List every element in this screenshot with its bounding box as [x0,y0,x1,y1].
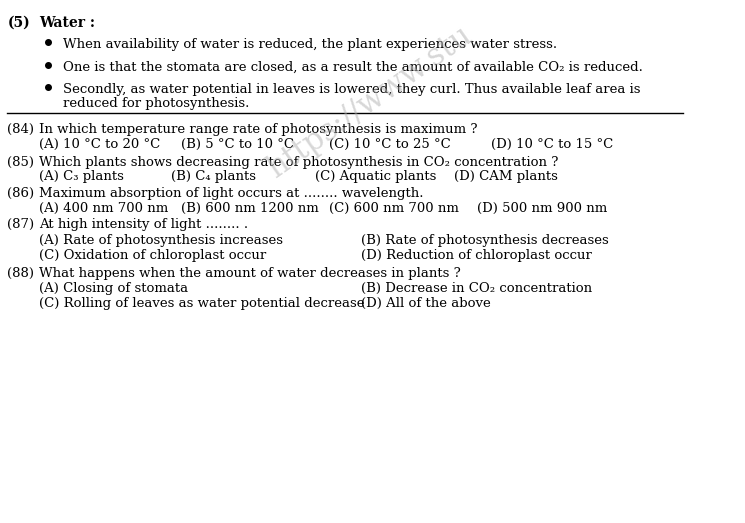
Text: (B) 5 °C to 10 °C: (B) 5 °C to 10 °C [180,138,294,151]
Text: Which plants shows decreasing rate of photosynthesis in CO₂ concentration ?: Which plants shows decreasing rate of ph… [39,156,558,168]
Text: (B) C₄ plants: (B) C₄ plants [171,170,256,184]
Text: Maximum absorption of light occurs at ........ wavelength.: Maximum absorption of light occurs at ..… [39,187,423,200]
Text: (C) 600 nm 700 nm: (C) 600 nm 700 nm [329,202,459,214]
Text: (C) Oxidation of chloroplast occur: (C) Oxidation of chloroplast occur [39,249,266,262]
Text: (88): (88) [7,267,34,280]
Text: (D) All of the above: (D) All of the above [361,297,491,310]
Text: (B) 600 nm 1200 nm: (B) 600 nm 1200 nm [180,202,318,214]
Text: When availability of water is reduced, the plant experiences water stress.: When availability of water is reduced, t… [63,38,557,51]
Text: (D) 500 nm 900 nm: (D) 500 nm 900 nm [477,202,607,214]
Text: At high intensity of light ........ .: At high intensity of light ........ . [39,218,248,231]
Text: (C) 10 °C to 25 °C: (C) 10 °C to 25 °C [329,138,451,151]
Text: (D) Reduction of chloroplast occur: (D) Reduction of chloroplast occur [361,249,592,262]
Text: (A) Closing of stomata: (A) Closing of stomata [39,282,188,295]
Text: (D) CAM plants: (D) CAM plants [454,170,557,184]
Text: Water :: Water : [39,16,95,29]
Text: (A) 10 °C to 20 °C: (A) 10 °C to 20 °C [39,138,160,151]
Text: (C) Rolling of leaves as water potential decrease: (C) Rolling of leaves as water potential… [39,297,364,310]
Text: (87): (87) [7,218,34,231]
Text: https://www.stu: https://www.stu [262,19,478,184]
Text: (86): (86) [7,187,34,200]
Text: (84): (84) [7,123,34,137]
Text: (A) C₃ plants: (A) C₃ plants [39,170,124,184]
Text: In which temperature range rate of photosynthesis is maximum ?: In which temperature range rate of photo… [39,123,478,137]
Text: (B) Decrease in CO₂ concentration: (B) Decrease in CO₂ concentration [361,282,592,295]
Text: (A) 400 nm 700 nm: (A) 400 nm 700 nm [39,202,168,214]
Text: (5): (5) [7,16,30,29]
Text: (85): (85) [7,156,34,168]
Text: What happens when the amount of water decreases in plants ?: What happens when the amount of water de… [39,267,460,280]
Text: One is that the stomata are closed, as a result the amount of available CO₂ is r: One is that the stomata are closed, as a… [63,61,643,74]
Text: Secondly, as water potential in leaves is lowered, they curl. Thus available lea: Secondly, as water potential in leaves i… [63,83,641,96]
Text: (B) Rate of photosynthesis decreases: (B) Rate of photosynthesis decreases [361,234,609,247]
Text: (C) Aquatic plants: (C) Aquatic plants [315,170,436,184]
Text: (A) Rate of photosynthesis increases: (A) Rate of photosynthesis increases [39,234,283,247]
Text: (D) 10 °C to 15 °C: (D) 10 °C to 15 °C [491,138,613,151]
Text: reduced for photosynthesis.: reduced for photosynthesis. [63,97,250,110]
